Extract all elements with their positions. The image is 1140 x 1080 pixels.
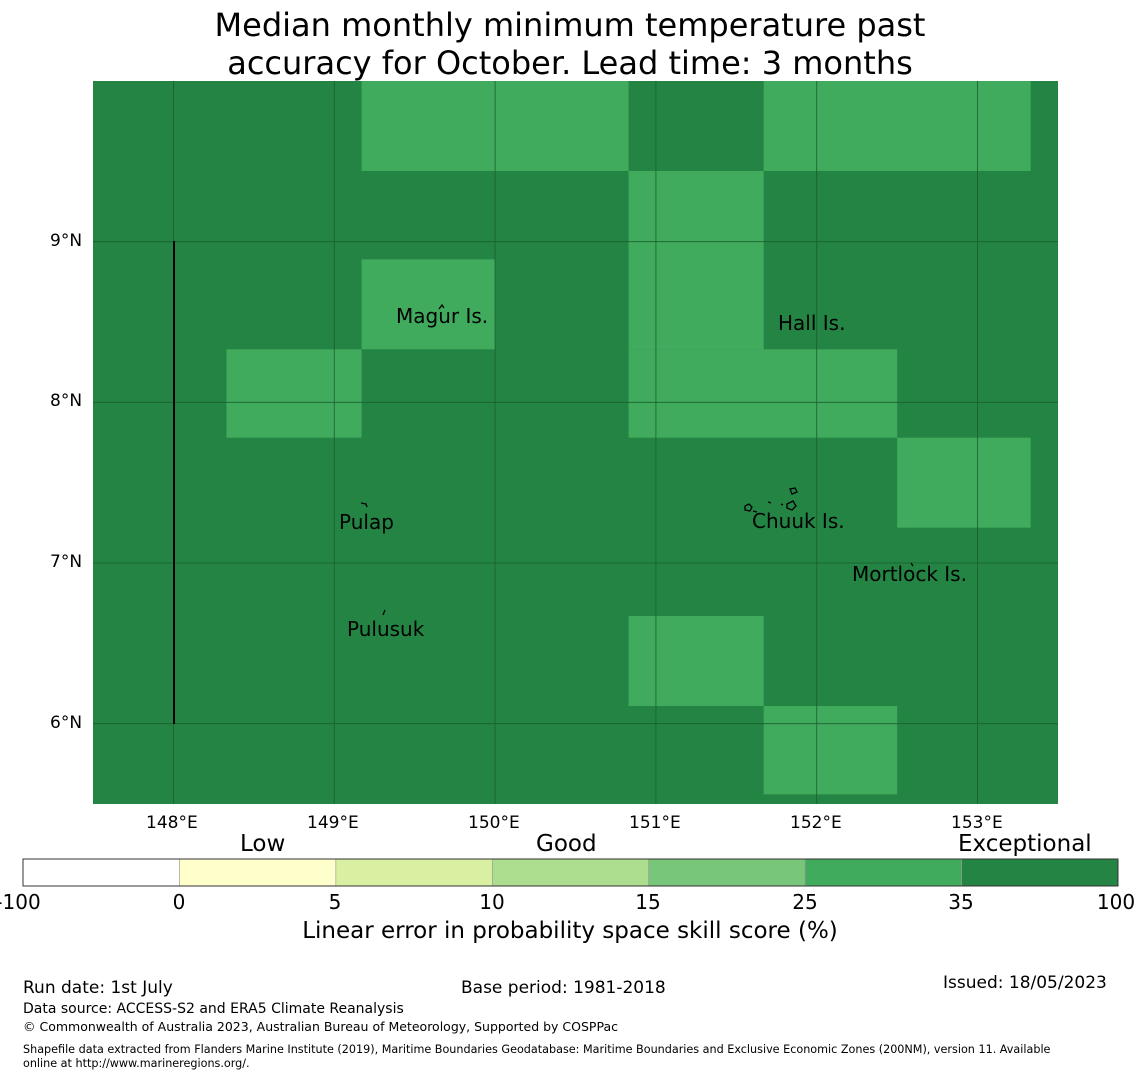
colorbar-tick-minus100: -100 — [0, 890, 41, 914]
copyright: © Commonwealth of Australia 2023, Austra… — [23, 1019, 618, 1034]
colorbar-tick-35: 35 — [948, 890, 974, 914]
title-line-1: Median monthly minimum temperature past — [214, 6, 926, 44]
colorbar-category-good: Good — [536, 831, 597, 857]
lat-tick-7n: 7°N — [50, 552, 83, 572]
colorbar-segments — [22, 858, 1119, 887]
lon-tick-149e: 149°E — [307, 813, 359, 833]
colorbar-segment-0 — [22, 858, 180, 887]
chart-title: Median monthly minimum temperature past … — [0, 6, 1140, 82]
colorbar-segment-2 — [335, 858, 493, 887]
skill-cell-3 — [361, 259, 496, 350]
pulusuk-island-shape — [382, 609, 386, 616]
base-period: Base period: 1981-2018 — [461, 978, 666, 998]
run-date: Run date: 1st July — [23, 978, 173, 998]
colorbar — [22, 858, 1119, 887]
place-label-pulap: Pulap — [339, 510, 394, 534]
lon-tick-151e: 151°E — [629, 813, 681, 833]
lon-tick-148e: 148°E — [146, 813, 198, 833]
skill-cell-8 — [763, 705, 898, 795]
issued-date: Issued: 18/05/2023 — [943, 973, 1107, 993]
skill-map — [93, 81, 1058, 804]
skill-cell-4 — [226, 349, 362, 438]
data-source: Data source: ACCESS-S2 and ERA5 Climate … — [23, 1001, 404, 1017]
mortlock-island-shape — [910, 562, 914, 567]
colorbar-segment-5 — [804, 858, 962, 887]
lat-tick-9n: 9°N — [50, 231, 83, 251]
colorbar-label: Linear error in probability space skill … — [302, 918, 838, 944]
place-label-hall: Hall Is. — [778, 311, 846, 335]
place-label-pulusuk: Pulusuk — [347, 617, 425, 641]
magur-island-shape — [438, 303, 445, 310]
colorbar-tick-10: 10 — [479, 890, 505, 914]
shapefile-credit-line-1: Shapefile data extracted from Flanders M… — [23, 1043, 1051, 1056]
colorbar-category-exceptional: Exceptional — [958, 831, 1092, 857]
skill-cell-5 — [628, 349, 898, 438]
place-label-mortlock: Mortlock Is. — [852, 562, 967, 586]
skill-cell-1 — [628, 170, 764, 350]
colorbar-tick-100: 100 — [1096, 890, 1136, 914]
shapefile-credit-line-2: online at http://www.marineregions.org/. — [23, 1057, 250, 1070]
colorbar-segment-3 — [491, 858, 650, 887]
skill-cells — [226, 81, 1031, 795]
colorbar-segment-1 — [179, 858, 337, 887]
place-label-magur: Magur Is. — [396, 304, 489, 328]
pulap-island-shape — [360, 502, 368, 508]
colorbar-tick-15: 15 — [635, 890, 661, 914]
skill-cell-6 — [897, 437, 1031, 528]
skill-cell-7 — [628, 616, 764, 706]
colorbar-tick-25: 25 — [792, 890, 818, 914]
map-panel: Magur Is. Hall Is. Pulap Chuuk Is. Mortl… — [93, 81, 1058, 804]
lat-tick-8n: 8°N — [50, 391, 83, 411]
lon-tick-152e: 152°E — [790, 813, 842, 833]
skill-cell-2 — [763, 81, 1031, 171]
colorbar-segment-4 — [648, 858, 806, 887]
title-line-2: accuracy for October. Lead time: 3 month… — [227, 44, 913, 82]
chuuk-island-shape — [744, 487, 798, 513]
lon-tick-150e: 150°E — [468, 813, 520, 833]
colorbar-tick-5: 5 — [328, 890, 342, 914]
place-label-chuuk: Chuuk Is. — [752, 509, 845, 533]
lat-tick-6n: 6°N — [50, 713, 83, 733]
lon-tick-153e: 153°E — [951, 813, 1003, 833]
colorbar-segment-6 — [961, 858, 1119, 887]
colorbar-category-low: Low — [240, 831, 286, 857]
colorbar-tick-0: 0 — [172, 890, 186, 914]
colorbar-frame — [22, 858, 1119, 887]
island-outlines — [360, 303, 914, 616]
